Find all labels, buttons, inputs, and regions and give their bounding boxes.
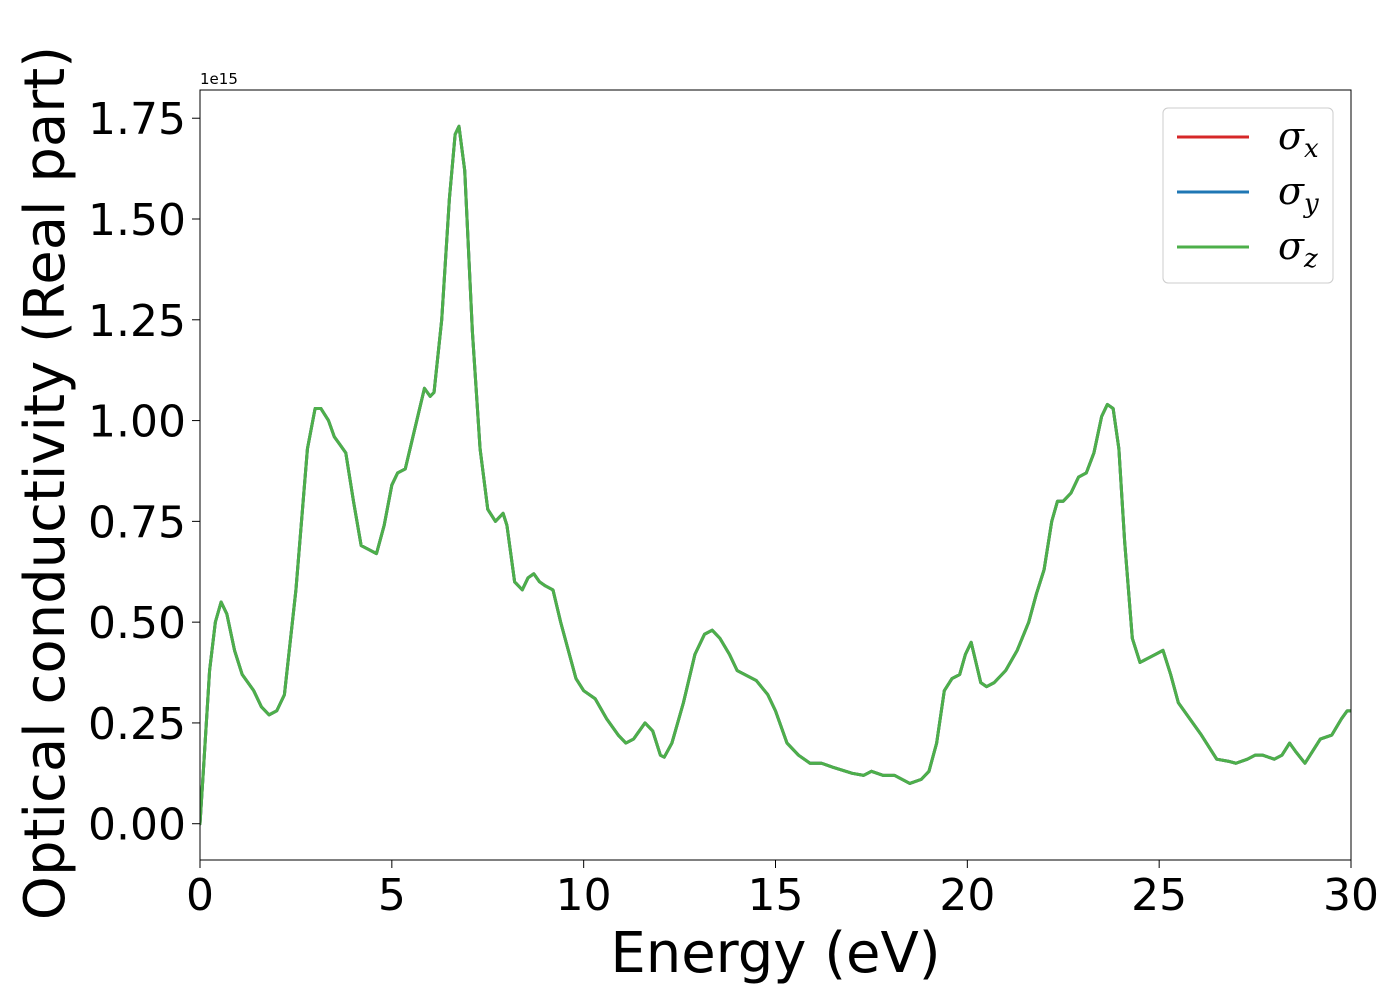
y-axis-label: Optical conductivity (Real part)	[13, 46, 78, 920]
y-tick-label: 0.25	[88, 699, 186, 750]
x-tick-label: 15	[748, 870, 804, 921]
legend-label: σx	[1278, 114, 1319, 164]
legend-box	[1162, 107, 1334, 284]
series-layer	[200, 124, 1351, 826]
y-offset-label: 1e15	[200, 70, 238, 88]
x-tick-label: 10	[556, 870, 612, 921]
y-axis: 0.00 0.25 0.50 0.75 1.00 1.25 1.50 1.75	[88, 94, 200, 851]
x-axis: 0 5 10 15 20 25 30	[186, 860, 1379, 921]
y-tick-label: 1.00	[88, 397, 186, 448]
series-line-z	[200, 124, 1351, 826]
legend-label: σz	[1278, 224, 1318, 274]
x-axis-label: Energy (eV)	[610, 921, 940, 986]
y-tick-label: 1.75	[88, 94, 186, 145]
x-tick-label: 0	[186, 870, 214, 921]
y-tick-label: 0.00	[88, 800, 186, 851]
x-tick-label: 20	[939, 870, 995, 921]
y-tick-label: 0.50	[88, 598, 186, 649]
x-tick-label: 30	[1323, 870, 1379, 921]
y-tick-label: 1.50	[88, 195, 186, 246]
legend-label: σy	[1278, 169, 1319, 219]
y-tick-label: 1.25	[88, 296, 186, 347]
x-tick-label: 5	[378, 870, 406, 921]
x-tick-label: 25	[1131, 870, 1187, 921]
y-tick-label: 0.75	[88, 497, 186, 548]
